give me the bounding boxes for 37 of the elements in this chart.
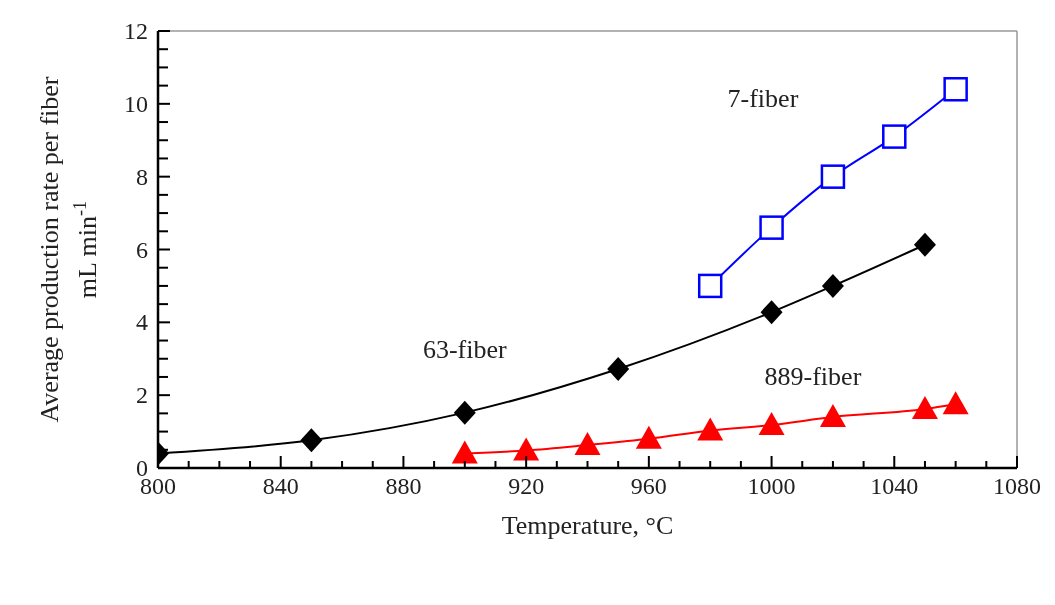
- point: [574, 432, 601, 456]
- point: [759, 215, 784, 240]
- x-tick-label: 960: [630, 473, 667, 499]
- point: [820, 164, 846, 189]
- point: [911, 396, 938, 420]
- point: [821, 273, 844, 298]
- x-tick-label: 880: [385, 473, 422, 499]
- point: [913, 232, 936, 257]
- point: [760, 300, 783, 325]
- point: [635, 425, 662, 449]
- y-tick-label: 4: [136, 309, 148, 336]
- x-tick-label: 1040: [870, 473, 919, 499]
- y-tick-label: 8: [136, 163, 148, 190]
- x-tick-label: 1000: [747, 473, 796, 499]
- series-label: 889-fiber: [764, 362, 862, 392]
- series-label: 63-fiber: [422, 334, 507, 364]
- point: [882, 124, 907, 149]
- point: [513, 437, 540, 461]
- y-tick-label: 10: [124, 90, 148, 117]
- x-axis-title: Temperature, °C: [501, 511, 674, 540]
- point: [451, 440, 478, 464]
- point: [453, 400, 476, 425]
- x-tick-label: 920: [508, 473, 545, 499]
- y-tick-label: 2: [136, 382, 148, 409]
- point: [942, 391, 969, 415]
- point: [300, 428, 323, 453]
- point: [697, 273, 723, 299]
- point: [758, 412, 785, 436]
- y-tick-label: 12: [124, 18, 148, 44]
- point: [697, 417, 724, 441]
- point: [819, 404, 846, 428]
- text: 7-fiber: [727, 83, 799, 113]
- x-tick-label: 1080: [993, 473, 1041, 499]
- point: [943, 77, 968, 102]
- point: [607, 356, 630, 381]
- y-tick-label: 6: [136, 236, 148, 263]
- x-tick-label: 840: [262, 473, 299, 499]
